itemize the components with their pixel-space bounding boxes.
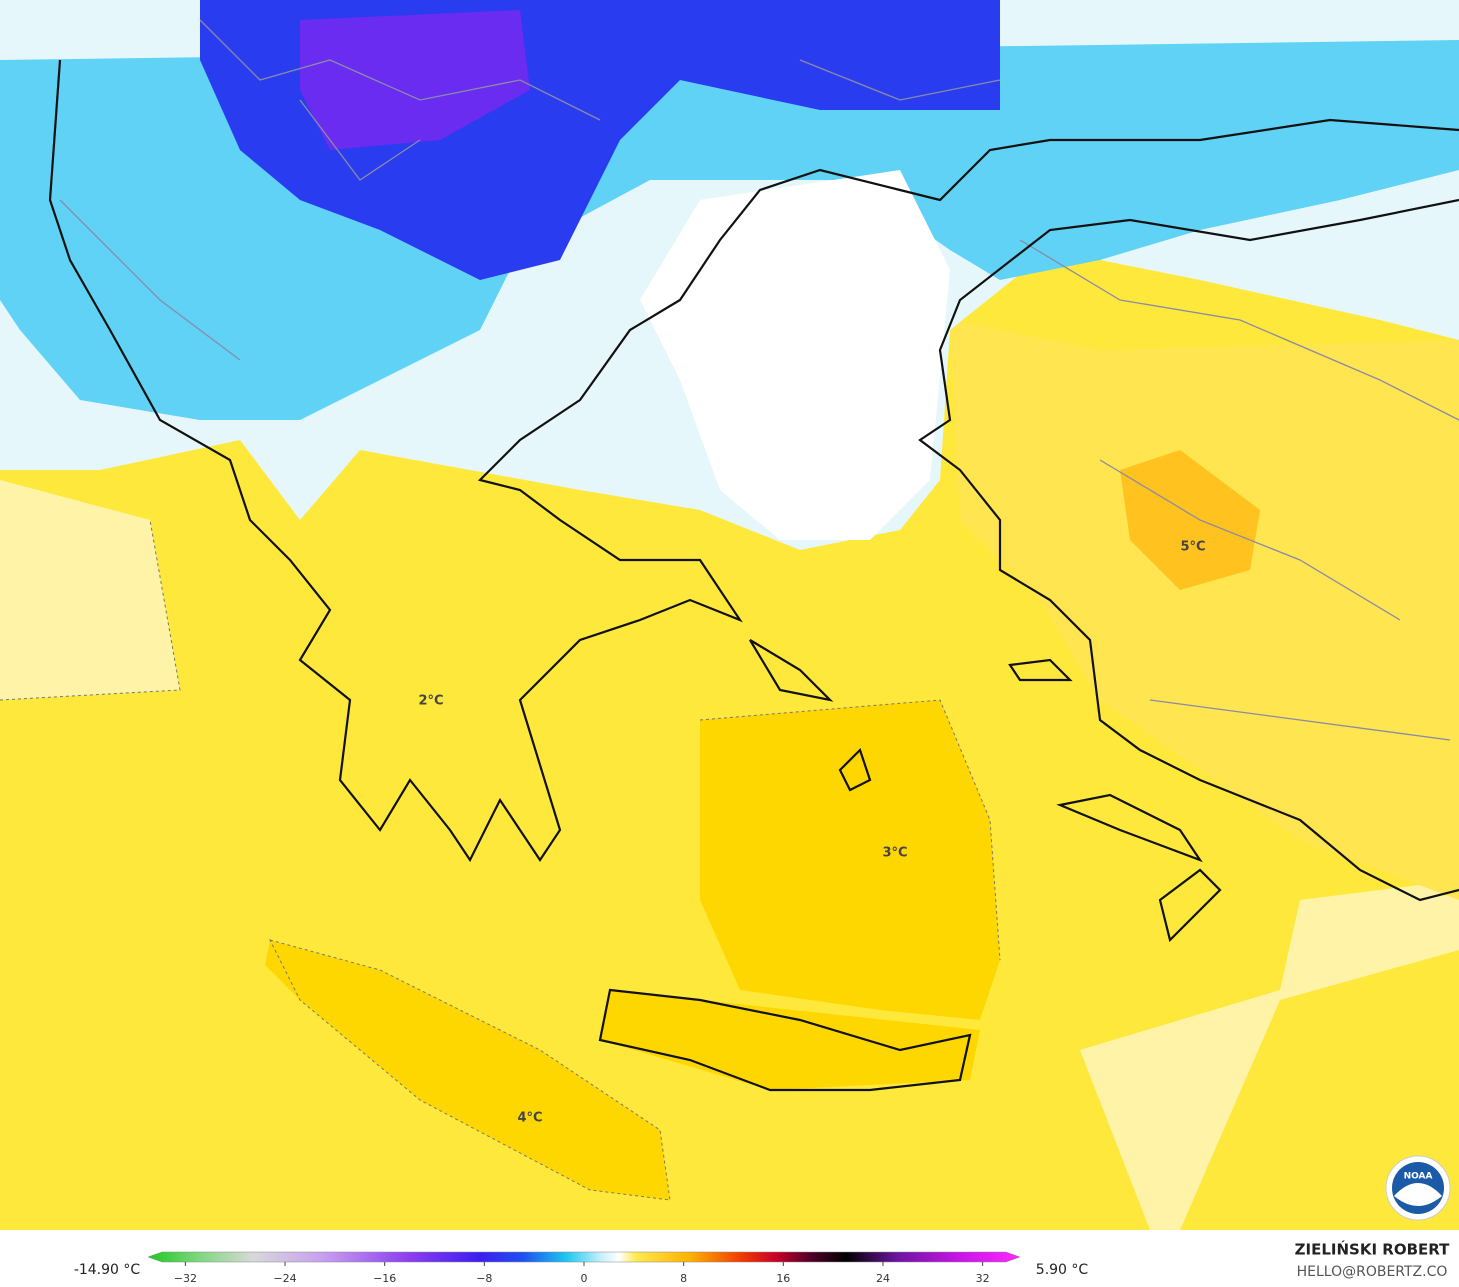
tick-label: 32 <box>976 1272 990 1285</box>
contour-label: 3°C <box>882 846 907 861</box>
tick-label: −16 <box>373 1272 396 1285</box>
tick-label: −32 <box>174 1272 197 1285</box>
colorbar: -14.90 °C 5.90 °C ZIELIŃSKI ROBERT HELLO… <box>0 1230 1459 1287</box>
border <box>59 19 1459 741</box>
neutral-zone <box>640 170 950 540</box>
contact: HELLO@ROBERTZ.CO <box>1297 1264 1448 1280</box>
max-label: 5.90 °C <box>1036 1262 1089 1278</box>
tick-label: −8 <box>476 1272 492 1285</box>
contour <box>0 519 1001 1201</box>
logo-text: NOAA <box>1404 1172 1433 1182</box>
deep-yellow <box>265 700 1000 1200</box>
tick-label: 8 <box>680 1272 687 1285</box>
map: 5°C 2°C 3°C 4°C NOAA <box>0 0 1459 1230</box>
author: ZIELIŃSKI ROBERT <box>1295 1240 1450 1259</box>
tick-label: −24 <box>273 1272 296 1285</box>
tick-label: 0 <box>581 1272 588 1285</box>
light-zone <box>0 480 1459 1230</box>
min-label: -14.90 °C <box>74 1262 141 1278</box>
tick-label: 24 <box>876 1272 890 1285</box>
land-warm <box>950 320 1459 900</box>
colorbar-bar <box>147 1251 1021 1263</box>
contour-label: 4°C <box>517 1111 542 1126</box>
island <box>598 639 1222 1092</box>
noaa-logo: NOAA <box>1385 1155 1451 1221</box>
contour-label: 5°C <box>1180 540 1205 555</box>
tick-label: 16 <box>776 1272 790 1285</box>
warm-core <box>1120 450 1260 590</box>
cold-core <box>300 10 530 150</box>
contour-label: 2°C <box>418 694 443 709</box>
coastline <box>48 59 1459 902</box>
logo-wave <box>1394 1183 1442 1206</box>
